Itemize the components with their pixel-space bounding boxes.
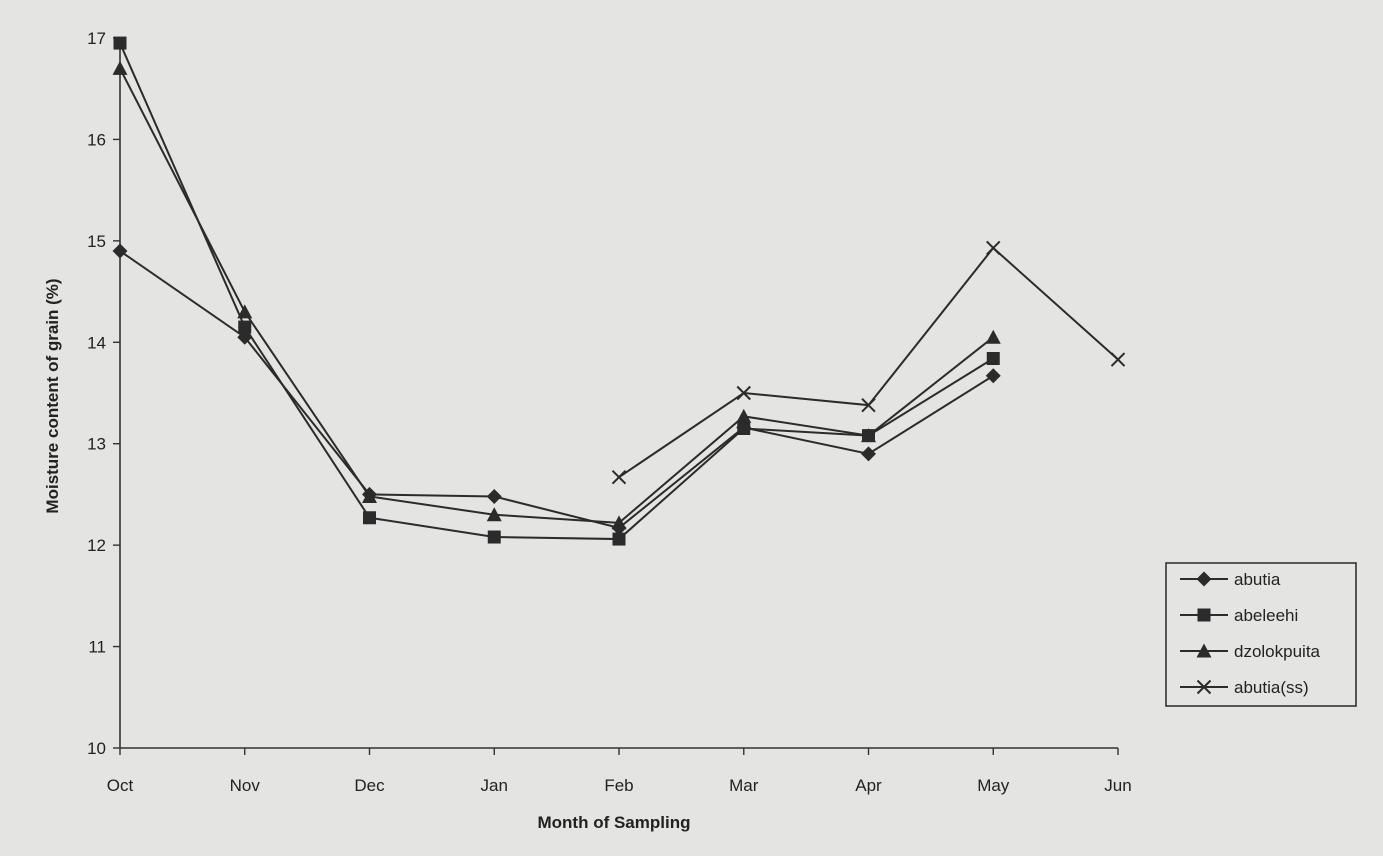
data-point-abutia-ss [736, 385, 751, 401]
y-tick-label: 17 [87, 29, 106, 48]
series-abeleehi [113, 36, 1000, 546]
series-dzolokpuita [112, 60, 1001, 530]
series-abutia [112, 243, 1001, 536]
data-point-abutia [985, 368, 1001, 384]
y-tick-label: 11 [88, 638, 106, 657]
data-point-abeleehi [363, 511, 376, 525]
x-tick-label: Dec [354, 776, 385, 795]
data-point-abeleehi [612, 532, 626, 546]
legend-item: abutia [1180, 570, 1281, 589]
data-point-abutia [112, 243, 128, 259]
legend-marker [1196, 679, 1212, 695]
y-tick-label: 15 [87, 232, 106, 251]
data-point-abeleehi [113, 36, 127, 50]
legend-marker [1196, 643, 1212, 658]
legend-item: abutia(ss) [1180, 678, 1309, 697]
x-tick-label: Feb [604, 776, 633, 795]
x-tick-label: Nov [230, 776, 261, 795]
cross-stroke [1110, 352, 1126, 367]
legend-box [1165, 562, 1357, 707]
cross-stroke [1196, 679, 1212, 695]
x-tick-label: Jan [481, 776, 508, 795]
legend-item: dzolokpuita [1180, 642, 1321, 661]
data-point-dzolokpuita [611, 515, 627, 530]
y-tick-label: 10 [87, 739, 106, 758]
data-point-abeleehi [238, 320, 252, 334]
y-axis-title: Moisture content of grain (%) [43, 278, 62, 513]
x-axis-title: Month of Sampling [538, 813, 691, 832]
data-point-abutia-ss [861, 397, 876, 413]
y-tick-label: 13 [87, 435, 106, 454]
series-line-abutia-ss [618, 246, 1119, 479]
x-tick-label: May [977, 776, 1010, 795]
legend-marker [1197, 608, 1211, 622]
x-tick-label: Apr [855, 776, 882, 795]
legend-label: dzolokpuita [1234, 642, 1321, 661]
series-abutia-ss [611, 240, 1126, 485]
y-tick-label: 16 [87, 130, 106, 149]
series-line-dzolokpuita [119, 67, 994, 524]
series-line-abeleehi [119, 42, 994, 541]
legend-label: abutia(ss) [1234, 678, 1309, 697]
cross-stroke [736, 385, 751, 401]
cross-stroke [611, 469, 627, 485]
data-point-dzolokpuita [237, 304, 253, 319]
data-point-abutia [486, 488, 502, 504]
data-point-abutia [861, 446, 876, 462]
data-point-abutia-ss [986, 240, 1001, 256]
data-point-dzolokpuita [362, 488, 377, 503]
axes: 10 11 12 13 14 15 16 17 Oct Nov Dec Jan Feb Mar Apr May… [87, 29, 1132, 795]
legend: abutia abeleehi dzolokpuita abutia(ss) [1165, 562, 1357, 707]
y-tick-label: 12 [87, 536, 106, 555]
legend-item: abeleehi [1180, 606, 1298, 625]
data-point-abutia-ss [1110, 352, 1126, 367]
data-point-dzolokpuita [985, 329, 1001, 344]
data-point-abeleehi [986, 352, 1000, 366]
x-tick-label: Jun [1104, 776, 1131, 795]
data-point-dzolokpuita [486, 507, 502, 522]
series-line-abutia [119, 250, 994, 529]
cross-stroke [861, 397, 876, 413]
y-tick-label: 14 [87, 333, 106, 352]
x-tick-label: Oct [107, 776, 134, 795]
legend-marker [1196, 571, 1212, 587]
data-point-dzolokpuita [736, 408, 752, 423]
series-layer [112, 36, 1126, 546]
legend-label: abeleehi [1234, 606, 1298, 625]
data-point-abutia-ss [611, 469, 627, 485]
data-point-abeleehi [737, 422, 751, 435]
x-tick-label: Mar [729, 776, 759, 795]
data-point-dzolokpuita [112, 60, 128, 75]
data-point-abeleehi [487, 530, 501, 544]
data-point-dzolokpuita [861, 428, 876, 443]
legend-label: abutia [1234, 570, 1281, 589]
cross-stroke [986, 240, 1001, 256]
